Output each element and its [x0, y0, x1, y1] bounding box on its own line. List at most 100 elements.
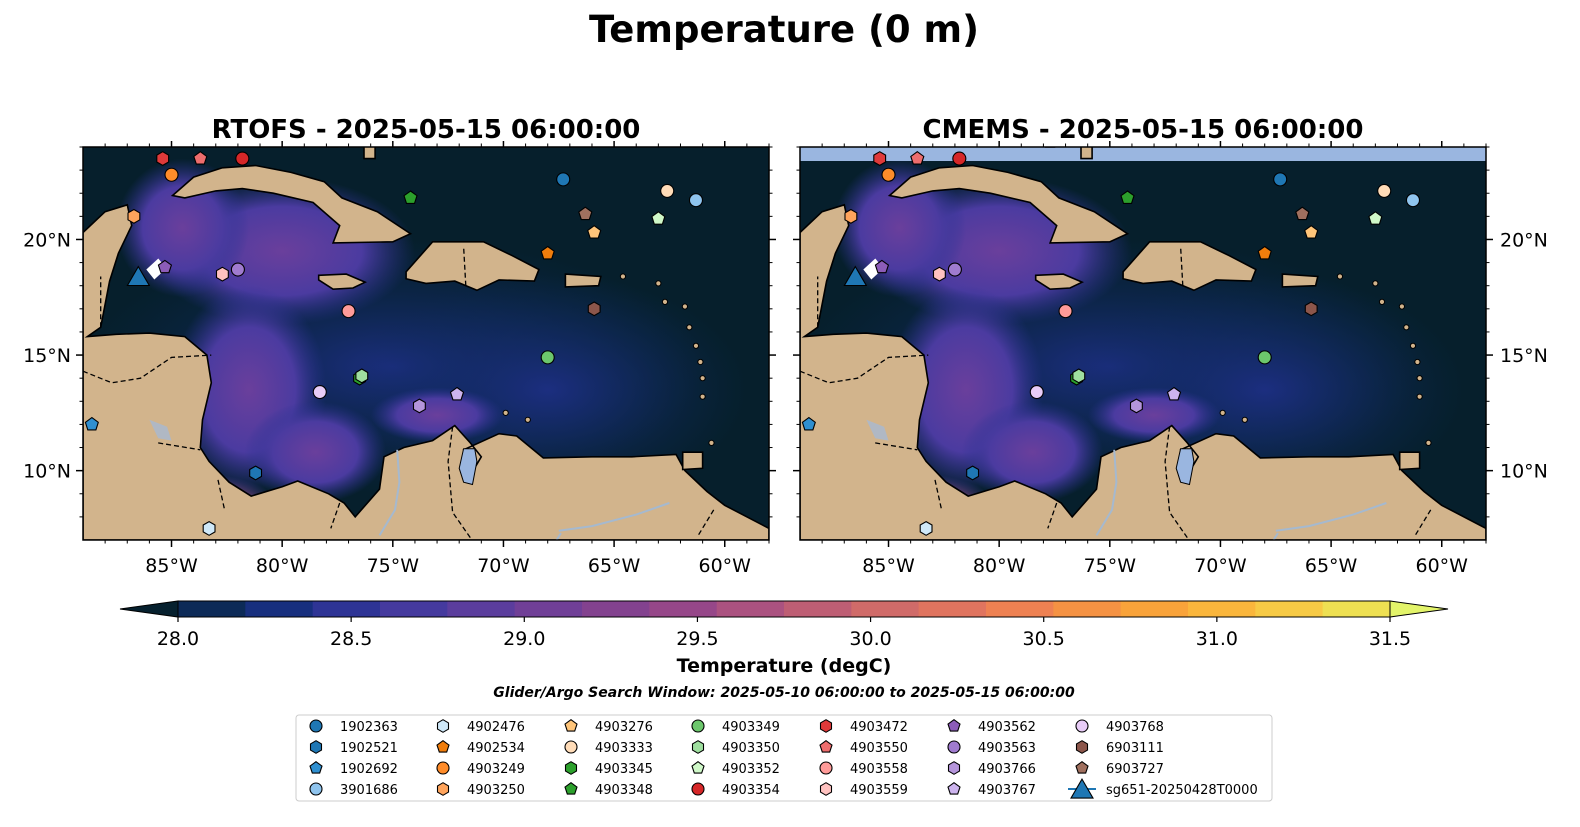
figure-title: Temperature (0 m) [589, 8, 979, 51]
float-marker-4903559 [932, 266, 946, 282]
float-marker-4903768 [1029, 384, 1044, 400]
float-marker-4903249 [881, 167, 896, 182]
legend-label: 4903354 [722, 783, 780, 798]
float-marker-1902521 [966, 465, 980, 481]
legend-item: 1902692 [309, 761, 398, 777]
legend-item: 4903563 [947, 740, 1036, 756]
colorbar-segment [582, 601, 650, 617]
legend-marker [564, 761, 578, 775]
float-marker-4903349 [1257, 350, 1272, 365]
river [378, 449, 401, 536]
colorbar-segment [514, 601, 583, 617]
y-tick-label: 10°N [1500, 461, 1548, 483]
legend-label: 6903727 [1106, 762, 1164, 777]
legend: 1902363 1902521 1902692 3901686 4902476 49025… [295, 714, 1273, 802]
country-border [934, 479, 943, 511]
island [699, 375, 706, 382]
float-marker-4903766 [1129, 398, 1143, 414]
legend-label: 4903768 [1106, 720, 1164, 735]
legend-item: 4903558 [819, 761, 908, 777]
island [1219, 409, 1226, 416]
river [1275, 502, 1387, 532]
map-area [83, 147, 769, 540]
legend-item: 4903333 [564, 740, 653, 756]
land-trinidad [1398, 451, 1421, 471]
country-border [1047, 502, 1058, 529]
float-marker-1902692 [84, 416, 99, 431]
island [1241, 416, 1248, 423]
country-border [875, 442, 918, 451]
legend-item: 4903250 [436, 782, 525, 798]
legend-item: 6903727 [1075, 761, 1164, 777]
colorbar-segment [851, 601, 920, 617]
x-tick-label: 65°W [588, 555, 641, 577]
legend-label: 4903766 [978, 762, 1036, 777]
country-border [1179, 246, 1184, 286]
legend-marker [947, 761, 961, 775]
colorbar-segment [986, 601, 1054, 617]
colorbar-segment [1255, 601, 1324, 617]
colorbar-segment [178, 601, 246, 617]
land-puertorico [564, 273, 602, 288]
island [619, 273, 627, 280]
colorbar-segment [312, 601, 381, 617]
glider-marker [126, 265, 151, 287]
country-border [330, 502, 341, 529]
island [1403, 324, 1410, 331]
x-tick-label: 75°W [1084, 555, 1137, 577]
country-border [697, 509, 715, 536]
temperature-field [244, 401, 387, 504]
legend-label: 4903558 [850, 762, 908, 777]
float-marker-4902534 [540, 245, 555, 260]
legend-marker [564, 740, 578, 754]
legend-label: 4903333 [595, 741, 653, 756]
river [1095, 449, 1118, 536]
legend-item: 6903111 [1075, 740, 1164, 756]
legend-item: 4903550 [819, 740, 908, 756]
country-border [447, 426, 471, 539]
panel-title: CMEMS - 2025-05-15 06:00:00 [923, 115, 1364, 145]
x-tick-label: 75°W [367, 555, 420, 577]
land-cuba [170, 164, 413, 244]
legend-item: 4903345 [564, 761, 653, 777]
legend-item: 4902476 [436, 719, 525, 735]
colorbar-segment [784, 601, 852, 617]
float-marker-4903472 [873, 151, 887, 167]
float-marker-4903349 [540, 350, 555, 365]
legend-item: 4903276 [564, 719, 653, 735]
legend-item: 4903767 [947, 782, 1036, 798]
legend-marker [819, 719, 833, 733]
map-area [800, 147, 1486, 540]
island [524, 416, 531, 423]
lake-nicaragua [149, 419, 172, 441]
land-mainland [800, 203, 1486, 540]
colorbar-tick-label: 28.0 [157, 628, 199, 650]
legend-marker [819, 761, 833, 775]
float-marker-4902476 [202, 520, 216, 536]
float-marker-4903550 [910, 151, 925, 165]
float-marker-4903558 [1058, 304, 1073, 319]
land-jamaica [317, 273, 368, 291]
island [1409, 342, 1417, 349]
float-marker-4903249 [164, 167, 179, 182]
colorbar-tick-label: 29.5 [676, 628, 718, 650]
colorbar-segment [447, 601, 516, 617]
land-mainland [83, 203, 769, 540]
legend-label: 4903550 [850, 741, 908, 756]
panel-title: RTOFS - 2025-05-15 06:00:00 [212, 115, 641, 145]
panel-rtofs: RTOFS - 2025-05-15 06:00:00 85°W 80°W 75°W 7… [23, 115, 776, 577]
country-border [83, 354, 212, 384]
island [1372, 280, 1379, 287]
legend-marker [691, 761, 705, 774]
legend-item: 4903348 [564, 782, 653, 798]
temperature-field [116, 158, 249, 298]
legend-label: 4903348 [595, 783, 653, 798]
legend-marker [819, 740, 833, 753]
float-marker-4903768 [312, 384, 327, 400]
legend-marker [691, 740, 705, 754]
legend-marker [947, 740, 961, 754]
legend-marker [691, 782, 705, 796]
lake-nicaragua [866, 419, 889, 441]
float-marker-6903111 [587, 301, 601, 317]
lake-maracaibo [1175, 448, 1195, 486]
